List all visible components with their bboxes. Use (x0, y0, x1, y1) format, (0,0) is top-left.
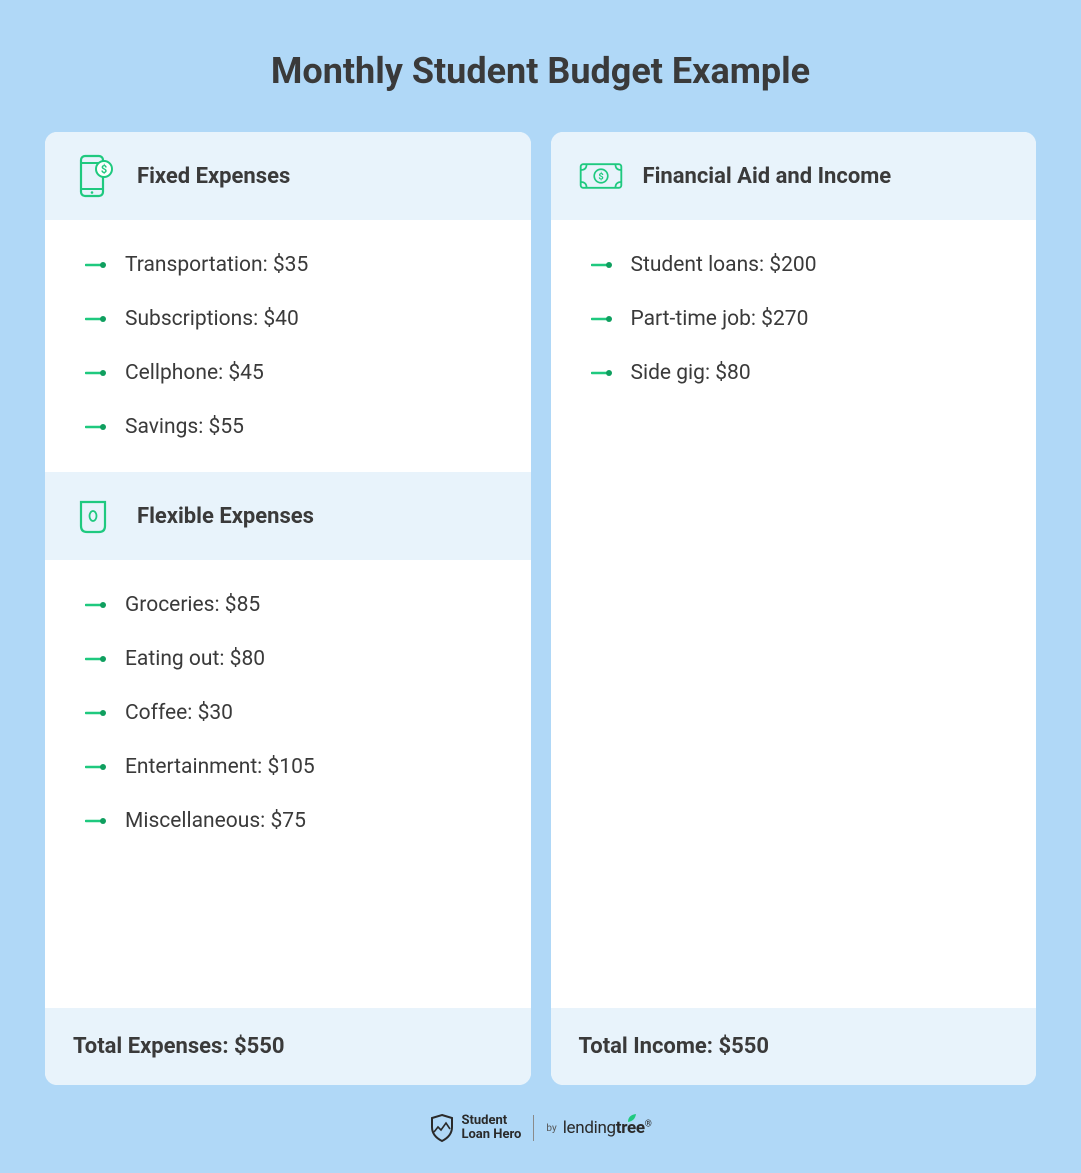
list-item: Eating out: $80 (85, 632, 503, 686)
arrow-icon (85, 760, 107, 774)
arrow-icon (591, 366, 613, 380)
total-expenses: Total Expenses: $550 (45, 1008, 531, 1085)
list-item: Coffee: $30 (85, 686, 503, 740)
arrow-icon (85, 258, 107, 272)
arrow-icon (85, 420, 107, 434)
list-item: Student loans: $200 (591, 238, 1009, 292)
income-label: Financial Aid and Income (643, 164, 892, 189)
by-text: by (546, 1123, 556, 1134)
income-items: Student loans: $200 Part-time job: $270 … (551, 220, 1037, 418)
list-item: Subscriptions: $40 (85, 292, 503, 346)
item-text: Groceries: $85 (125, 593, 260, 617)
columns-container: $ Fixed Expenses Transportation: $35 Sub… (45, 132, 1036, 1085)
item-text: Side gig: $80 (631, 361, 751, 385)
item-text: Transportation: $35 (125, 253, 308, 277)
item-text: Miscellaneous: $75 (125, 809, 306, 833)
shield-icon (429, 1113, 455, 1143)
arrow-icon (85, 366, 107, 380)
arrow-icon (85, 814, 107, 828)
phone-dollar-icon: $ (73, 154, 117, 198)
item-text: Coffee: $30 (125, 701, 233, 725)
item-text: Eating out: $80 (125, 647, 265, 671)
brand1-line1: Student (461, 1114, 521, 1128)
footer-divider (533, 1115, 534, 1141)
arrow-icon (85, 652, 107, 666)
brand2-part1: lending (563, 1118, 616, 1138)
total-income: Total Income: $550 (551, 1008, 1037, 1085)
lendingtree-logo: lendingtree® (563, 1118, 652, 1138)
fixed-expenses-label: Fixed Expenses (137, 164, 290, 189)
svg-text:$: $ (101, 163, 107, 176)
list-item: Miscellaneous: $75 (85, 794, 503, 848)
flexible-expenses-items: Groceries: $85 Eating out: $80 Coffee: $… (45, 560, 531, 866)
coffee-cup-icon (73, 494, 117, 538)
arrow-icon (85, 706, 107, 720)
flexible-expenses-header: Flexible Expenses (45, 472, 531, 560)
item-text: Savings: $55 (125, 415, 244, 439)
arrow-icon (85, 312, 107, 326)
leaf-icon (626, 1112, 638, 1124)
page-title: Monthly Student Budget Example (45, 50, 1036, 92)
list-item: Entertainment: $105 (85, 740, 503, 794)
item-text: Student loans: $200 (631, 253, 817, 277)
list-item: Savings: $55 (85, 400, 503, 454)
item-text: Part-time job: $270 (631, 307, 809, 331)
dollar-bill-icon: $ (579, 154, 623, 198)
brand1-line2: Loan Hero (461, 1128, 521, 1142)
list-item: Side gig: $80 (591, 346, 1009, 400)
footer-branding: Student Loan Hero by lendingtree® (45, 1113, 1036, 1143)
fixed-expenses-header: $ Fixed Expenses (45, 132, 531, 220)
list-item: Transportation: $35 (85, 238, 503, 292)
income-header: $ Financial Aid and Income (551, 132, 1037, 220)
item-text: Subscriptions: $40 (125, 307, 299, 331)
item-text: Cellphone: $45 (125, 361, 264, 385)
svg-text:$: $ (598, 171, 603, 182)
arrow-icon (591, 258, 613, 272)
flexible-expenses-label: Flexible Expenses (137, 504, 314, 529)
arrow-icon (591, 312, 613, 326)
list-item: Part-time job: $270 (591, 292, 1009, 346)
reg-mark: ® (645, 1119, 652, 1129)
item-text: Entertainment: $105 (125, 755, 315, 779)
list-item: Cellphone: $45 (85, 346, 503, 400)
student-loan-hero-logo: Student Loan Hero (429, 1113, 521, 1143)
fixed-expenses-items: Transportation: $35 Subscriptions: $40 C… (45, 220, 531, 472)
expenses-card: $ Fixed Expenses Transportation: $35 Sub… (45, 132, 531, 1085)
income-card: $ Financial Aid and Income Student loans… (551, 132, 1037, 1085)
arrow-icon (85, 598, 107, 612)
list-item: Groceries: $85 (85, 578, 503, 632)
